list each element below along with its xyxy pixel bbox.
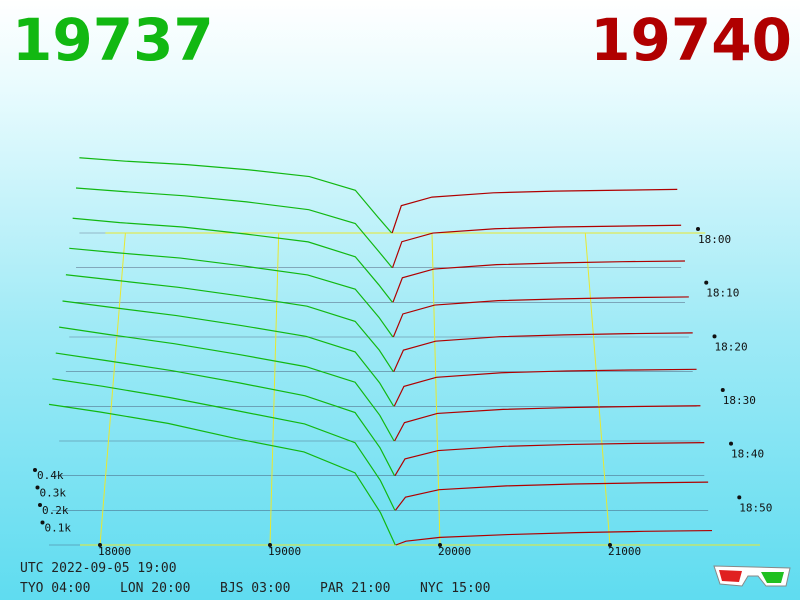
ask-depth-line	[393, 368, 697, 407]
glasses-icon	[713, 565, 791, 587]
price-tick-label: 19000	[268, 545, 301, 558]
bid-depth-line	[59, 326, 395, 442]
depth-tick-label: 0.1k	[45, 522, 72, 535]
time-tick	[737, 495, 742, 500]
city-time: BJS 03:00	[220, 581, 290, 596]
bid-depth-line	[75, 187, 393, 269]
depth-tick	[40, 520, 45, 525]
price-tick-label: 21000	[608, 545, 641, 558]
price-tick	[268, 543, 272, 547]
city-time: NYC 15:00	[420, 581, 490, 596]
time-tick-label: 18:00	[698, 233, 731, 246]
ask-depth-line	[392, 296, 689, 338]
bid-depth-line	[79, 157, 393, 234]
time-tick	[729, 441, 734, 446]
time-tick-label: 18:30	[723, 394, 756, 407]
ask-depth-line	[392, 260, 685, 303]
depth-tick	[33, 468, 37, 472]
utc-time: UTC 2022-09-05 19:00	[20, 561, 177, 576]
ask-depth-line	[395, 529, 713, 546]
bid-depth-line	[55, 352, 396, 476]
ask-depth-line	[394, 481, 709, 511]
time-tick-label: 18:10	[706, 287, 739, 300]
time-tick	[696, 227, 700, 231]
city-time: PAR 21:00	[320, 581, 390, 596]
time-tick-label: 18:20	[715, 340, 748, 353]
price-tick	[608, 543, 612, 547]
depth-tick-label: 0.2k	[42, 504, 69, 517]
time-tick-label: 18:40	[731, 448, 764, 461]
ask-depth-line	[391, 188, 678, 234]
bid-depth-line	[72, 217, 393, 303]
price-grid-line	[269, 232, 280, 546]
city-time: TYO 04:00	[20, 581, 90, 596]
bid-depth-line	[69, 247, 394, 338]
depth-tick	[35, 485, 40, 490]
time-tick	[720, 387, 725, 392]
ask-depth-line	[393, 332, 693, 372]
ask-depth-line	[394, 405, 701, 442]
bid-depth-line	[65, 274, 394, 372]
bid-depth-line	[62, 300, 395, 407]
bid-price: 19737	[12, 6, 214, 74]
price-grid-line	[584, 232, 611, 546]
depth-tick-label: 0.3k	[40, 487, 67, 500]
bid-depth-line	[48, 403, 396, 546]
ask-depth-line	[394, 441, 705, 476]
price-tick-label: 18000	[98, 545, 131, 558]
bid-depth-line	[52, 378, 396, 511]
floor: 18000 19000 20000 21000	[49, 232, 760, 558]
price-grid-line	[99, 232, 126, 546]
time-tick	[712, 334, 717, 339]
depth-lines	[48, 157, 713, 546]
price-grid-line	[431, 232, 441, 546]
depth-tick	[38, 503, 42, 507]
depth-tick-label: 0.4k	[37, 469, 64, 482]
price-tick	[98, 543, 102, 547]
ask-price: 19740	[590, 6, 792, 74]
ask-depth-line	[391, 224, 682, 268]
time-tick-label: 18:50	[739, 501, 772, 514]
city-time: LON 20:00	[120, 581, 190, 596]
price-tick-label: 20000	[438, 545, 471, 558]
time-tick	[704, 280, 709, 285]
price-tick	[438, 543, 442, 547]
